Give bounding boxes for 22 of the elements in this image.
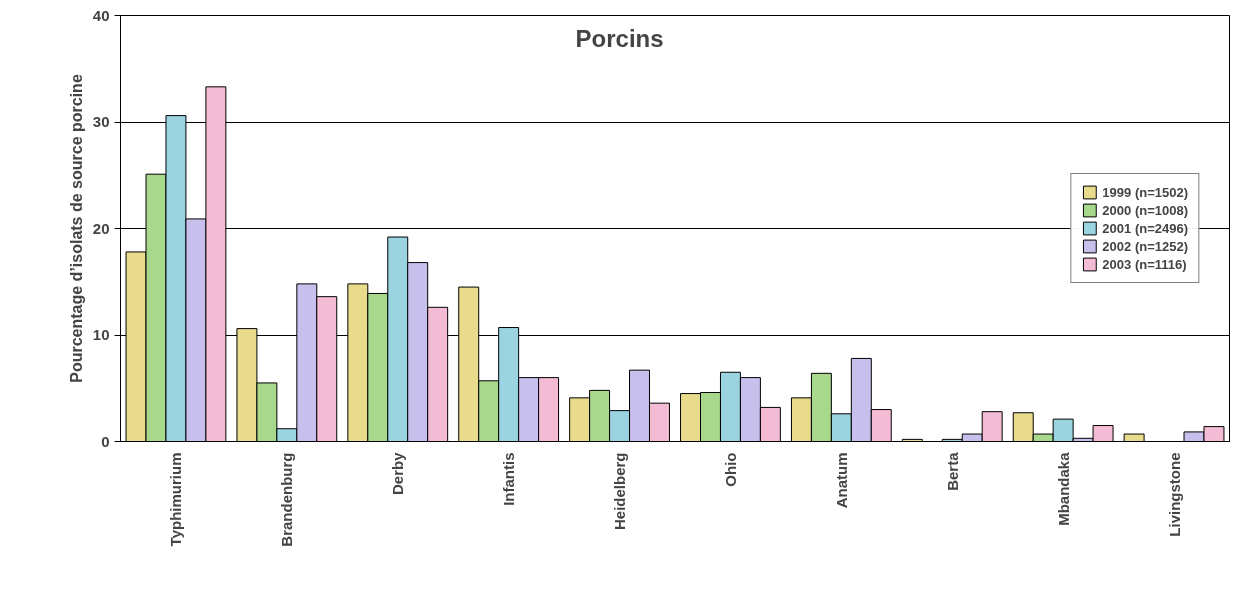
x-tick-label: Heidelberg: [611, 452, 629, 531]
legend-label: 2002 (n=1252): [1102, 238, 1188, 254]
y-tick-label: 0: [101, 432, 110, 450]
legend-label: 2003 (n=1116): [1102, 256, 1187, 272]
x-tick-label: Brandenburg: [278, 452, 296, 547]
x-tick-label: Infantis: [500, 452, 518, 506]
x-tick-label: Mbandaka: [1054, 451, 1072, 526]
x-tick-label: Anatum: [832, 452, 850, 509]
y-tick-label: 10: [92, 326, 110, 343]
y-tick-label: 40: [92, 6, 110, 24]
x-tick-label: Ohio: [721, 452, 739, 487]
x-tick-label: Livingstone: [1165, 452, 1183, 537]
chart-title: Porcins: [575, 24, 664, 52]
x-tick-label: Derby: [389, 451, 407, 496]
x-tick-label: Typhimurium: [167, 452, 185, 547]
y-tick-label: 20: [92, 219, 110, 237]
y-axis-title: Pourcentage d’isolats de source porcine: [67, 74, 85, 383]
legend-label: 1999 (n=1502): [1102, 184, 1188, 200]
x-tick-label: Berta: [943, 451, 961, 491]
legend-label: 2000 (n=1008): [1102, 202, 1188, 218]
legend-label: 2001 (n=2496): [1102, 220, 1188, 236]
y-tick-label: 30: [92, 113, 110, 130]
